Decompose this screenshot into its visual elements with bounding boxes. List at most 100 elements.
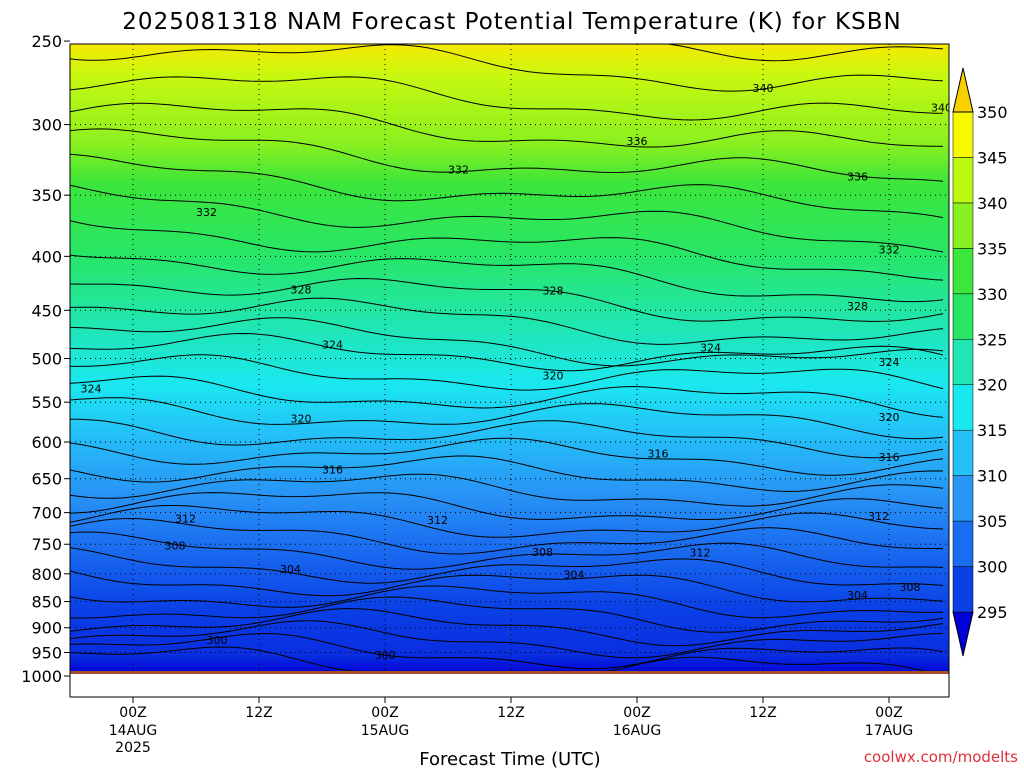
y-tick-label: 950 bbox=[31, 644, 62, 663]
colorbar-lower-arrow bbox=[952, 611, 974, 657]
colorbar: 295 300 305 310 315 320 325 330 335 340 345 350 bbox=[952, 67, 1008, 657]
contour-line bbox=[70, 620, 944, 659]
x-tick-hour: 12Z bbox=[245, 705, 272, 721]
y-tick-label: 800 bbox=[31, 565, 62, 584]
contour-line bbox=[70, 517, 944, 555]
contour-label: 304 bbox=[847, 589, 868, 602]
contour-label: 320 bbox=[879, 411, 900, 424]
y-tick-label: 850 bbox=[31, 593, 62, 612]
contour-line bbox=[70, 632, 944, 670]
y-tick-label: 750 bbox=[31, 535, 62, 554]
colorbar-label: 295 bbox=[977, 603, 1008, 622]
contour-line bbox=[70, 492, 944, 520]
contour-label: 328 bbox=[543, 285, 564, 298]
y-tick-label: 900 bbox=[31, 619, 62, 638]
plot-area: 3403443403403363363323323323283283283243… bbox=[70, 0, 952, 674]
y-tick-label: 250 bbox=[31, 32, 62, 51]
contour-label: 324 bbox=[700, 341, 721, 354]
credit-text: coolwx.com/modelts bbox=[864, 748, 1018, 766]
contour-line bbox=[70, 317, 944, 367]
colorbar-label: 320 bbox=[977, 376, 1008, 395]
colorbar-segment bbox=[952, 566, 974, 613]
contour-line bbox=[70, 437, 944, 476]
x-tick-date: 16AUG bbox=[613, 723, 662, 739]
contour-line bbox=[70, 332, 944, 372]
x-tick-date: 14AUG bbox=[109, 723, 158, 739]
contour-line bbox=[70, 455, 944, 492]
contour-label: 312 bbox=[868, 510, 889, 523]
x-tick-hour: 12Z bbox=[749, 705, 776, 721]
contour-label: 336 bbox=[627, 135, 648, 148]
contour-line bbox=[70, 570, 944, 603]
colorbar-segment bbox=[952, 384, 974, 431]
contour-label: 312 bbox=[690, 547, 711, 560]
colorbar-segment bbox=[952, 293, 974, 340]
y-tick-label: 500 bbox=[31, 350, 62, 369]
colorbar-segment bbox=[952, 157, 974, 204]
colorbar-segment bbox=[952, 429, 974, 476]
contour-line bbox=[70, 354, 944, 391]
y-tick-label: 1000 bbox=[21, 667, 62, 686]
contour-label: 324 bbox=[879, 356, 900, 369]
contour-line bbox=[665, 44, 944, 62]
colorbar-label: 330 bbox=[977, 285, 1008, 304]
contour-label: 340 bbox=[753, 82, 774, 95]
contour-line bbox=[70, 375, 944, 418]
contour-label: 316 bbox=[879, 451, 900, 464]
contour-label: 312 bbox=[427, 514, 448, 527]
contour-line bbox=[70, 44, 944, 92]
y-tick-label: 550 bbox=[31, 393, 62, 412]
contour-line bbox=[70, 505, 944, 538]
plot-frame bbox=[69, 43, 950, 698]
contour-label: 328 bbox=[291, 283, 312, 296]
y-tick-label: 700 bbox=[31, 504, 62, 523]
contour-label: 340 bbox=[931, 101, 952, 114]
contour-line bbox=[70, 220, 944, 281]
contour-label: 336 bbox=[847, 170, 868, 183]
contour-label: 312 bbox=[175, 512, 196, 525]
x-tick-date: 17AUG bbox=[865, 723, 914, 739]
x-tick-hour: 00Z bbox=[119, 705, 146, 721]
contour-line bbox=[70, 153, 944, 219]
contour-line bbox=[70, 397, 944, 440]
y-tick-label: 650 bbox=[31, 470, 62, 489]
colorbar-label: 310 bbox=[977, 467, 1008, 486]
colorbar-segment bbox=[952, 520, 974, 567]
y-tick-label: 300 bbox=[31, 116, 62, 135]
contour-label: 308 bbox=[900, 581, 921, 594]
colorbar-segment bbox=[952, 339, 974, 385]
contour-label: 324 bbox=[322, 339, 343, 352]
contour-line bbox=[70, 0, 943, 2]
contour-label: 320 bbox=[543, 370, 564, 383]
contour-line bbox=[70, 277, 944, 322]
contour-label: 320 bbox=[291, 413, 312, 426]
y-tick-label: 350 bbox=[31, 186, 62, 205]
contour-lines bbox=[70, 0, 944, 672]
y-tick-label: 450 bbox=[31, 301, 62, 320]
colorbar-label: 315 bbox=[977, 421, 1008, 440]
colorbar-label: 340 bbox=[977, 194, 1008, 213]
contour-line bbox=[70, 596, 944, 633]
contour-line bbox=[70, 254, 944, 303]
contour-label: 316 bbox=[322, 463, 343, 476]
contour-label: 300 bbox=[375, 649, 396, 662]
colorbar-upper-arrow bbox=[952, 67, 974, 113]
ground-surface bbox=[70, 671, 949, 674]
contour-line bbox=[70, 128, 944, 182]
colorbar-label: 335 bbox=[977, 239, 1008, 258]
contour-label: 332 bbox=[448, 164, 469, 177]
contour-label: 304 bbox=[280, 563, 301, 576]
x-tick-hour: 00Z bbox=[875, 705, 902, 721]
contour-line bbox=[70, 547, 944, 586]
colorbar-segment bbox=[952, 475, 974, 522]
contour-label: 300 bbox=[207, 634, 228, 647]
contour-line bbox=[70, 473, 944, 507]
contour-line bbox=[70, 607, 944, 647]
x-tick-date: 15AUG bbox=[361, 723, 410, 739]
y-tick-label: 600 bbox=[31, 433, 62, 452]
y-tick-label: 400 bbox=[31, 247, 62, 266]
contour-line bbox=[70, 102, 944, 148]
chart-title: 2025081318 NAM Forecast Potential Temper… bbox=[122, 9, 901, 35]
